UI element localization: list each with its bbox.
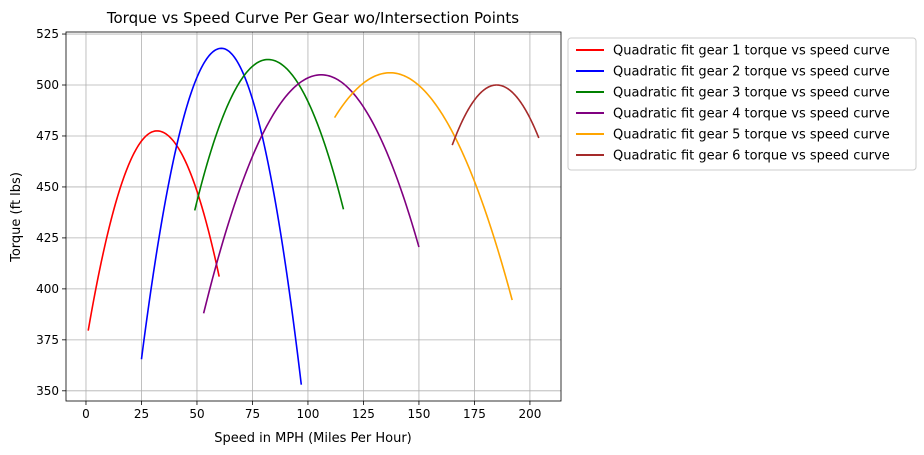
series-line-gear-2 [140, 47, 303, 385]
series-line-gear-4 [202, 74, 420, 314]
legend-label-gear-5: Quadratic fit gear 5 torque vs speed cur… [613, 128, 890, 143]
series-line-gear-1 [87, 130, 220, 331]
x-tick-label: 200 [518, 407, 541, 421]
series-line-gear-5 [333, 71, 513, 301]
y-tick-label: 525 [36, 27, 59, 41]
legend-frame [567, 37, 917, 171]
x-tick-label: 125 [352, 407, 375, 421]
legend-label-gear-2: Quadratic fit gear 2 torque vs speed cur… [613, 65, 890, 80]
y-tick-label: 400 [36, 282, 59, 296]
x-axis-label: Speed in MPH (Miles Per Hour) [214, 431, 411, 446]
legend-label-gear-6: Quadratic fit gear 6 torque vs speed cur… [613, 149, 890, 164]
legend-label-gear-3: Quadratic fit gear 3 torque vs speed cur… [613, 86, 890, 101]
y-tick-label: 500 [36, 78, 59, 92]
x-tick-label: 50 [189, 407, 204, 421]
x-tick-label: 0 [82, 407, 90, 421]
x-tick-label: 150 [407, 407, 430, 421]
y-axis-label: Torque (ft lbs) [9, 172, 24, 263]
legend-label-gear-1: Quadratic fit gear 1 torque vs speed cur… [613, 44, 890, 59]
legend: Quadratic fit gear 1 torque vs speed cur… [567, 37, 917, 171]
x-tick-label: 175 [463, 407, 486, 421]
x-tick-label: 75 [245, 407, 260, 421]
plot-frame [65, 31, 562, 402]
y-tick-label: 375 [36, 333, 59, 347]
series-line-gear-6 [451, 84, 540, 146]
y-tick-label: 475 [36, 129, 59, 143]
grid [66, 32, 561, 401]
series-line-gear-3 [193, 58, 345, 211]
y-tick-label: 350 [36, 384, 59, 398]
legend-label-gear-4: Quadratic fit gear 4 torque vs speed cur… [613, 107, 890, 122]
y-ticks: 350 375 400 425 450 475 500 525 [36, 27, 66, 398]
y-tick-label: 425 [36, 231, 59, 245]
curves [87, 47, 540, 385]
chart-title: Torque vs Speed Curve Per Gear wo/Inters… [106, 9, 519, 27]
y-tick-label: 450 [36, 180, 59, 194]
x-tick-label: 100 [296, 407, 319, 421]
x-tick-label: 25 [134, 407, 149, 421]
x-ticks: 0 25 50 75 100 125 150 175 200 [82, 401, 541, 421]
